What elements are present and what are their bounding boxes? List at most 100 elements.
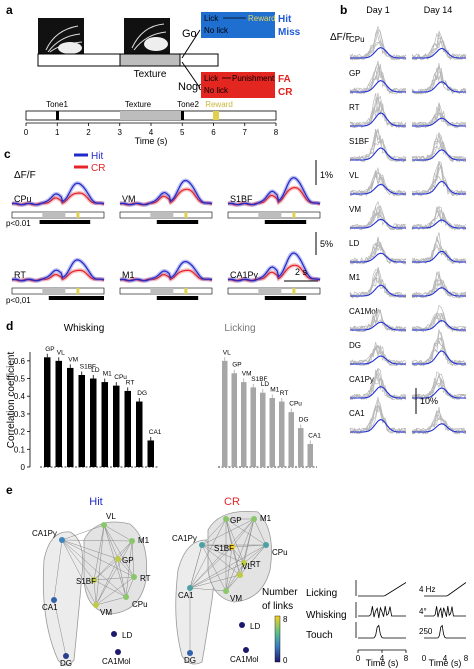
significance-bar bbox=[39, 220, 91, 224]
timeline-xlabel: Time (s) bbox=[135, 136, 168, 146]
single-trial-trace bbox=[411, 160, 467, 197]
mean-trace bbox=[350, 386, 406, 399]
bar-m1 bbox=[101, 382, 108, 467]
panel-b-ylabel: ΔF/F bbox=[330, 32, 352, 43]
mean-trace bbox=[412, 250, 466, 263]
bar-label-dg: DG bbox=[137, 390, 147, 397]
node-label-ld: LD bbox=[250, 622, 260, 631]
behaviour-scale: 250 bbox=[419, 627, 433, 636]
significance-bar bbox=[264, 296, 307, 300]
single-trial-trace bbox=[411, 270, 467, 299]
b-row-ld: LD bbox=[349, 232, 467, 265]
go-reward-label: Reward bbox=[248, 14, 276, 23]
bar-gp bbox=[44, 357, 51, 467]
single-trial-trace bbox=[349, 309, 407, 333]
node-label-ld: LD bbox=[122, 631, 132, 640]
node-ca1mol bbox=[115, 649, 121, 655]
mean-trace bbox=[350, 80, 406, 93]
b-row-ca1py: CA1Py bbox=[349, 367, 467, 401]
bar-rt bbox=[279, 401, 285, 467]
panel-label-a: a bbox=[6, 3, 13, 17]
network-edge bbox=[53, 539, 63, 601]
texture-epoch bbox=[42, 212, 66, 218]
panel-d-charts: 00.10.20.30.40.50.6GPVLVMS1BFLDM1CPuRTDG… bbox=[14, 346, 321, 472]
mean-trace bbox=[350, 284, 406, 297]
bar-label-ca1: CA1 bbox=[308, 432, 321, 439]
texture-epoch bbox=[258, 288, 282, 294]
bar-vm bbox=[241, 382, 247, 467]
single-trial-trace bbox=[411, 131, 467, 163]
behaviour-label: Whisking bbox=[306, 610, 347, 621]
miss-outcome: Miss bbox=[278, 27, 301, 38]
behaviour-trace bbox=[358, 606, 406, 619]
region-label: VM bbox=[122, 194, 136, 204]
hit-trace bbox=[227, 177, 321, 206]
bar-ld bbox=[260, 392, 266, 467]
scale-1-label: 1% bbox=[320, 170, 333, 180]
node-label-m1: M1 bbox=[138, 536, 150, 545]
behaviour-scale: 4 Hz bbox=[419, 585, 435, 594]
network-edge bbox=[61, 539, 95, 581]
colorbar-title-1: Number bbox=[262, 587, 298, 598]
reward-epoch bbox=[76, 212, 80, 218]
node-label-gp: GP bbox=[230, 516, 242, 525]
bar-label-vm: VM bbox=[68, 356, 78, 363]
network-edge bbox=[225, 518, 267, 546]
bar-ca1 bbox=[307, 444, 313, 467]
time-scale-label: 2 s bbox=[295, 267, 308, 277]
region-label: S1BF bbox=[230, 194, 253, 204]
texture-label: Texture bbox=[134, 69, 167, 80]
d-y-tick-label: 0.6 bbox=[14, 357, 26, 366]
tone1-label: Tone1 bbox=[46, 100, 68, 109]
network-edge bbox=[253, 518, 267, 546]
node-label-ca1mol: CA1Mol bbox=[230, 655, 259, 664]
node-vm bbox=[93, 602, 99, 608]
node-dg bbox=[187, 650, 193, 656]
bar-label-dg: DG bbox=[299, 417, 309, 424]
timeline-tick-label: 1 bbox=[55, 128, 60, 137]
bar-label-s1bf: S1BF bbox=[80, 363, 96, 370]
node-label-gp: GP bbox=[122, 556, 134, 565]
b-region-label: CPu bbox=[349, 35, 365, 44]
panel-c: c ΔF/F Hit CR CPu VM S1BF RT M1 CA1Py 1% 5% 2… bbox=[4, 147, 333, 305]
network-edge bbox=[93, 579, 97, 606]
single-trial-trace bbox=[411, 375, 466, 401]
node-vl bbox=[237, 572, 243, 578]
nogo-nolick-label: No lick bbox=[204, 86, 229, 95]
scale-2-label: 5% bbox=[320, 239, 333, 249]
licking-title: Licking bbox=[224, 323, 255, 334]
network-edge bbox=[201, 544, 233, 548]
bar-label-cpu: CPu bbox=[114, 374, 127, 381]
single-trial-trace bbox=[411, 142, 467, 161]
single-trial-trace bbox=[349, 170, 407, 197]
node-label-ca1: CA1 bbox=[178, 591, 194, 600]
node-label-vm: VM bbox=[100, 608, 112, 617]
hit-network: CA1Py VL M1 GP S1BF RT VM CPu CA1 DG LD CA1Mol bbox=[32, 512, 151, 668]
bar-label-s1bf: S1BF bbox=[251, 376, 267, 383]
b-time-tick-label: 8 bbox=[404, 654, 409, 663]
network-edge bbox=[201, 518, 255, 546]
texture-epoch bbox=[150, 212, 174, 218]
b-time-tick-label: 4 bbox=[443, 654, 448, 663]
hit-outcome: Hit bbox=[278, 14, 292, 25]
network-edge bbox=[93, 540, 133, 581]
hit-trace bbox=[11, 259, 105, 282]
network-edge bbox=[189, 546, 233, 589]
bar-ld bbox=[90, 378, 97, 467]
network-edge bbox=[95, 576, 135, 606]
network-edge bbox=[243, 544, 267, 564]
cr-outcome: CR bbox=[278, 87, 293, 98]
single-trial-trace bbox=[411, 243, 467, 264]
timeline-tick-label: 7 bbox=[243, 128, 248, 137]
node-dg bbox=[63, 653, 69, 659]
reward-epoch bbox=[184, 288, 188, 294]
panel-a: a Texture Go Nogo Lick Reward No lick Hi… bbox=[6, 3, 301, 146]
single-trial-trace bbox=[349, 25, 407, 61]
mean-trace bbox=[412, 47, 466, 59]
network-edge bbox=[131, 540, 135, 578]
single-trial-trace bbox=[411, 336, 467, 367]
single-trial-trace bbox=[411, 63, 467, 95]
network-edge bbox=[231, 546, 245, 564]
network-edge bbox=[117, 558, 135, 578]
